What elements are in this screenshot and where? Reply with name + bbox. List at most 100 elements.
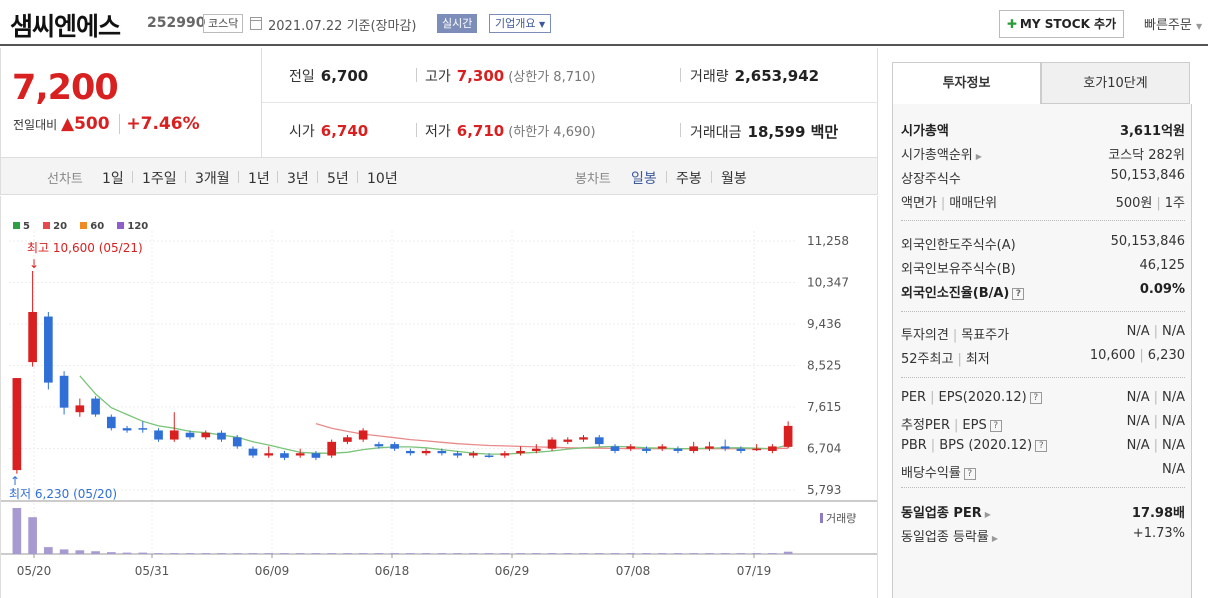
period-1y[interactable]: 1년 [248, 171, 270, 187]
info-row: 외국인보유주식수(B) 46,125 [901, 258, 1185, 280]
upper-limit: (상한가 8,710) [508, 70, 596, 85]
period-3y[interactable]: 3년 [287, 171, 309, 187]
info-value: N/A [1162, 462, 1185, 477]
help-icon[interactable]: ? [989, 420, 1002, 432]
trade-amount-label: 거래대금 [690, 125, 742, 141]
candle-body [122, 428, 132, 431]
volume-bar [421, 553, 431, 554]
period-monthly[interactable]: 월봉 [721, 171, 747, 187]
info-value-text: 50,153,846 [1110, 168, 1185, 183]
help-icon[interactable]: ? [963, 468, 976, 480]
volume-bar [91, 551, 100, 554]
period-daily[interactable]: 일봉 [631, 171, 657, 187]
info-row: PER | EPS(2020.12)? N/A | N/A [901, 390, 1185, 412]
help-icon[interactable]: ? [1012, 288, 1025, 300]
add-my-stock-button[interactable]: ✚ MY STOCK 추가 [999, 10, 1124, 38]
candle-body [59, 375, 69, 408]
volume-bar [437, 553, 447, 554]
info-value: 46,125 [1140, 258, 1186, 273]
candle-body [752, 448, 761, 451]
info-value-text: N/A [1162, 324, 1185, 339]
company-overview-dropdown[interactable]: 기업개요 ▼ [489, 14, 552, 33]
volume-bar [563, 553, 573, 554]
current-price: 7,200 [12, 68, 119, 108]
volume-bar [217, 553, 226, 554]
period-5y[interactable]: 5년 [327, 171, 349, 187]
info-label: 액면가 | 매매단위 [901, 192, 997, 211]
volume-bar [626, 553, 636, 554]
chevron-right-icon: ▶ [991, 534, 999, 543]
volume-bar [768, 553, 777, 554]
separator: | [930, 438, 936, 453]
candle-body [705, 446, 714, 449]
info-label-text: 목표주가 [961, 328, 1010, 343]
volume-bar [138, 552, 148, 554]
info-value: 500원 | 1주 [1116, 192, 1185, 211]
candle-body [437, 450, 447, 454]
lower-limit: (하한가 4,690) [508, 125, 596, 140]
info-value-text: N/A [1162, 414, 1185, 429]
candle-body [295, 453, 305, 456]
help-icon[interactable]: ? [1029, 392, 1042, 404]
period-weekly[interactable]: 주봉 [676, 171, 702, 187]
x-tick-label: 05/20 [17, 564, 52, 578]
tab-investment-info[interactable]: 투자정보 [892, 62, 1041, 104]
candle-body [484, 455, 494, 458]
volume-bar [752, 553, 761, 554]
volume-bar [311, 553, 321, 554]
as-of-date: 2021.07.22 기준(장마감) [268, 19, 417, 34]
candle-body [406, 450, 415, 454]
info-row: 시가총액 3,611억원 [901, 120, 1185, 142]
legend-ma120: 120 [117, 221, 148, 232]
high-label: 고가 [425, 69, 451, 85]
realtime-button[interactable]: 실시간 [437, 14, 478, 33]
info-label-text[interactable]: 동일업종 등락률 [901, 530, 989, 545]
period-1d[interactable]: 1일 [102, 171, 124, 187]
volume-legend-swatch [820, 513, 823, 523]
x-tick-label: 06/09 [255, 564, 290, 578]
price-summary: 전일 6,700 고가 7,300 (상한가 8,710) 거래량 2,653,942 … [262, 48, 878, 157]
stock-chart[interactable]: 5 20 60 120 11,258 10,347 9,436 8,525 7,615 6… [0, 196, 878, 598]
info-value: N/A | N/A [1127, 324, 1185, 339]
info-label-text[interactable]: 동일업종 PER [901, 506, 982, 521]
company-name: 샘씨엔에스 [10, 12, 121, 41]
help-icon[interactable]: ? [1035, 440, 1048, 452]
candle-body [374, 444, 384, 447]
info-value: N/A | N/A [1127, 414, 1185, 429]
volume-bar [295, 553, 305, 554]
candle-body [453, 453, 462, 456]
info-label-text: 시가총액 [901, 124, 949, 139]
tab-orderbook-10[interactable]: 호가10단계 [1041, 62, 1190, 104]
info-label-text: 최저 [965, 352, 990, 367]
volume-bar [516, 553, 525, 554]
quick-order-dropdown[interactable]: 빠른주문 ▼ [1144, 14, 1202, 33]
period-1w[interactable]: 1주일 [142, 171, 177, 187]
volume-bar [642, 553, 651, 554]
candle-body [390, 444, 399, 449]
y-tick-label: 6,704 [807, 441, 841, 455]
info-label-text[interactable]: 시가총액순위 [901, 148, 973, 163]
change-label: 전일대비 [13, 118, 58, 132]
info-value: 0.09% [1140, 282, 1185, 297]
candle-body [232, 437, 242, 447]
period-3m[interactable]: 3개월 [195, 171, 230, 187]
candle-body [531, 448, 541, 451]
quick-order-label: 빠른주문 [1144, 18, 1192, 33]
volume-bar [28, 517, 37, 554]
candle-body [311, 453, 321, 458]
y-tick-label: 10,347 [807, 276, 849, 290]
volume-bar [689, 553, 699, 554]
period-10y[interactable]: 10년 [367, 171, 398, 187]
stock-code: 252990 [147, 15, 206, 31]
info-value-text: N/A [1162, 438, 1185, 453]
candle-body [217, 432, 226, 440]
change-amount: 500 [74, 114, 110, 134]
candle-body [720, 446, 730, 449]
info-label-text: EPS [962, 418, 987, 433]
stock-header: 샘씨엔에스 252990 코스닥 2021.07.22 기준(장마감) 실시간 … [0, 0, 1208, 46]
info-value-text: 6,230 [1147, 348, 1185, 363]
separator: | [1139, 348, 1144, 363]
candle-chart-label: 봉차트 [575, 172, 611, 187]
candle-body [327, 441, 336, 456]
volume-bar [44, 547, 53, 554]
